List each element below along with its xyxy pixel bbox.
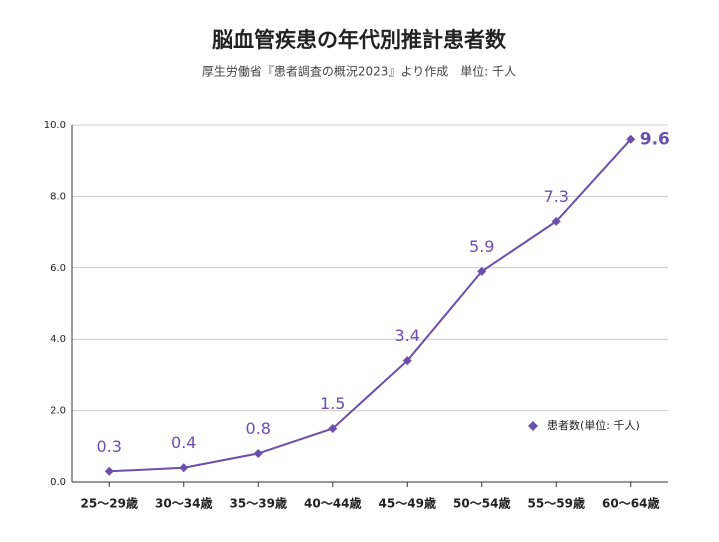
chart-title: 脳血管疾患の年代別推計患者数 — [212, 28, 507, 52]
point — [477, 266, 487, 276]
y-tick-label: 6.0 — [50, 263, 66, 274]
data-label: 5.9 — [469, 237, 494, 256]
point — [179, 463, 189, 473]
x-tick-label: 25〜29歳 — [81, 496, 138, 511]
x-tick-label: 30〜34歳 — [155, 496, 212, 511]
x-tick-label: 50〜54歳 — [453, 496, 510, 511]
x-tick-label: 40〜44歳 — [304, 496, 361, 511]
data-label: 0.8 — [246, 419, 271, 438]
point — [551, 216, 561, 226]
x-tick-label: 45〜49歳 — [379, 496, 436, 511]
point — [626, 134, 636, 144]
point — [253, 448, 263, 458]
x-tick-label: 55〜59歳 — [528, 496, 585, 511]
data-label: 7.3 — [544, 187, 569, 206]
y-tick-label: 8.0 — [50, 191, 66, 202]
chart-subtitle: 厚生労働省『患者調査の概況2023』より作成 単位: 千人 — [202, 64, 516, 79]
x-tick-label: 60〜64歳 — [602, 496, 659, 511]
data-label: 9.6 — [640, 129, 670, 149]
data-label: 0.3 — [97, 437, 122, 456]
y-tick-label: 0.0 — [50, 477, 66, 488]
point — [402, 356, 412, 366]
data-label: 1.5 — [320, 394, 345, 413]
y-tick-label: 2.0 — [50, 406, 66, 417]
y-tick-label: 4.0 — [50, 334, 66, 345]
legend-label: 患者数(単位: 千人) — [547, 418, 640, 432]
data-label: 3.4 — [395, 326, 420, 345]
series-line — [109, 138, 632, 473]
point — [104, 466, 114, 476]
x-tick-label: 35〜39歳 — [230, 496, 287, 511]
legend-marker — [528, 421, 538, 431]
point — [328, 423, 338, 433]
data-label: 0.4 — [171, 433, 196, 452]
y-tick-label: 10.0 — [44, 120, 66, 131]
